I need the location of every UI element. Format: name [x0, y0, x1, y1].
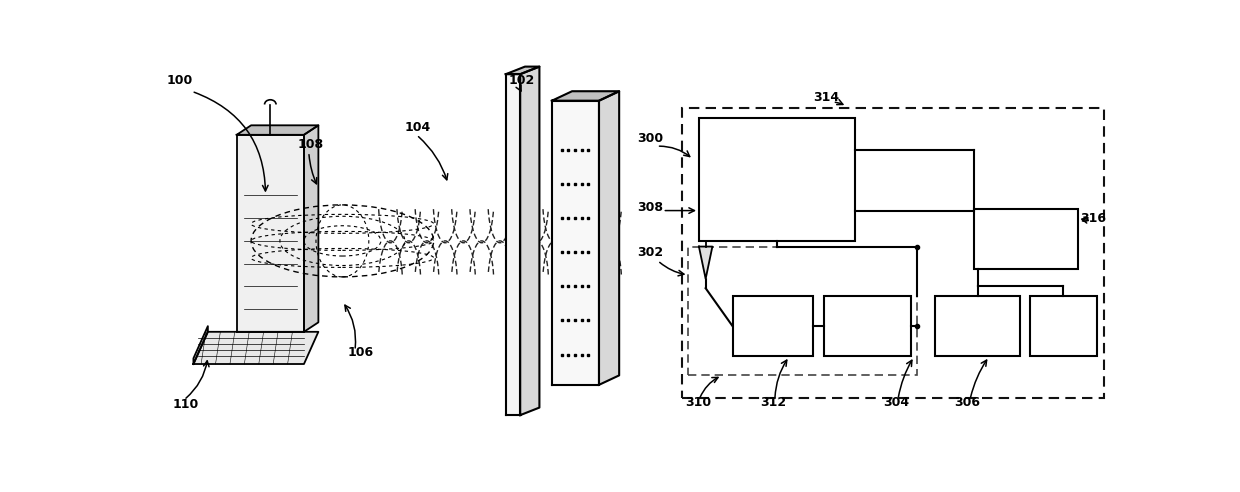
Bar	[823, 296, 911, 356]
Polygon shape	[237, 125, 319, 135]
Text: 316: 316	[1080, 212, 1106, 225]
Polygon shape	[506, 74, 521, 415]
Polygon shape	[237, 135, 304, 332]
Text: 314: 314	[813, 91, 839, 104]
Polygon shape	[193, 332, 319, 364]
Text: 306: 306	[955, 396, 981, 409]
Polygon shape	[193, 326, 208, 364]
Text: 106: 106	[347, 346, 373, 360]
Polygon shape	[552, 91, 619, 101]
Text: 310: 310	[686, 396, 712, 409]
Text: 302: 302	[637, 246, 663, 259]
Bar	[973, 209, 1078, 269]
Text: 308: 308	[637, 201, 663, 214]
Bar	[1029, 296, 1096, 356]
Text: Power
supply: Power supply	[1044, 312, 1083, 340]
Polygon shape	[521, 66, 539, 415]
Polygon shape	[552, 101, 599, 385]
Bar	[733, 296, 813, 356]
Polygon shape	[304, 125, 319, 332]
Polygon shape	[699, 246, 712, 279]
Text: 108: 108	[298, 138, 324, 151]
Text: 104: 104	[404, 121, 432, 134]
Polygon shape	[506, 66, 539, 74]
Text: 110: 110	[172, 398, 198, 410]
Text: Communications
device: Communications device	[727, 164, 826, 192]
Text: 300: 300	[637, 132, 663, 145]
Text: 100: 100	[166, 74, 192, 87]
Text: 102: 102	[508, 74, 534, 87]
Bar	[935, 296, 1021, 356]
Bar	[688, 246, 918, 375]
Text: Power
Converter: Power Converter	[838, 312, 898, 340]
Text: Capacitor: Capacitor	[949, 320, 1006, 333]
Text: Controller: Controller	[997, 233, 1055, 246]
Polygon shape	[599, 91, 619, 385]
Text: 312: 312	[760, 396, 786, 409]
Bar	[682, 108, 1105, 398]
Text: 304: 304	[883, 396, 910, 409]
Bar	[699, 118, 854, 241]
Text: Rectifier: Rectifier	[749, 320, 797, 333]
